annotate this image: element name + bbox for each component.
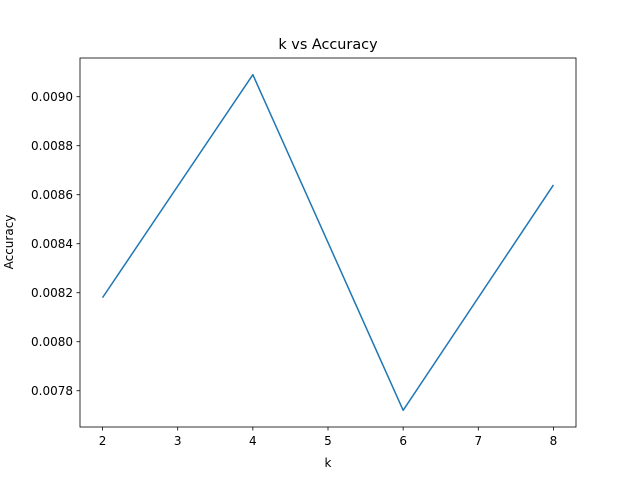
y-tick-label: 0.0078 <box>31 384 73 398</box>
x-tick-label: 6 <box>399 434 407 448</box>
x-tick-label: 7 <box>474 434 482 448</box>
x-tick-label: 5 <box>324 434 332 448</box>
plot-frame <box>79 57 577 428</box>
x-axis-label: k <box>325 456 332 470</box>
y-axis-label: Accuracy <box>2 215 16 270</box>
x-tick-label: 2 <box>99 434 107 448</box>
series-line <box>101 73 555 412</box>
y-tick-label: 0.0086 <box>31 188 73 202</box>
y-tick-label: 0.0090 <box>31 90 73 104</box>
series-layer <box>101 73 555 412</box>
y-tick-label: 0.0080 <box>31 335 73 349</box>
y-tick-label: 0.0082 <box>31 286 73 300</box>
x-tick-label: 3 <box>174 434 182 448</box>
y-tick-label: 0.0088 <box>31 139 73 153</box>
x-tick-label: 4 <box>249 434 257 448</box>
chart-title: k vs Accuracy <box>278 37 378 53</box>
y-tick-label: 0.0084 <box>31 237 73 251</box>
ticks-layer: 2 3 4 5 6 7 8 0.0078 0.0080 0.0082 0.0084 0.0086 0.0… <box>31 90 557 448</box>
x-tick-label: 8 <box>550 434 558 448</box>
